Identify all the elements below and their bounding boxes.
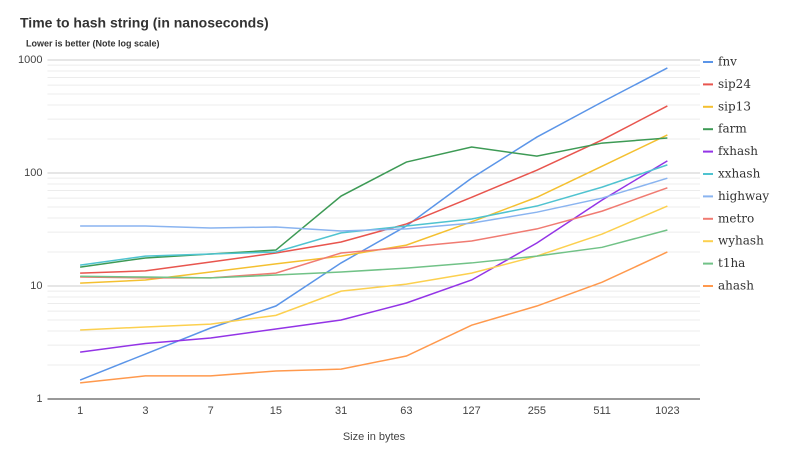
y-tick-label: 10 [30, 280, 42, 292]
x-tick-label: 15 [270, 405, 282, 417]
series-line [80, 205, 668, 331]
chart-title: Time to hash string (in nanoseconds) [20, 15, 269, 31]
legend-item: t1ha [703, 256, 745, 270]
x-tick-label: 127 [462, 405, 480, 417]
chart-subtitle: Lower is better (Note log scale) [26, 38, 160, 48]
legend-item: metro [703, 211, 754, 225]
legend-item: fxhash [703, 144, 758, 158]
series-line [80, 177, 668, 232]
x-tick-label: 3 [142, 405, 148, 417]
series-line [80, 229, 668, 279]
legend-label: metro [718, 211, 754, 225]
legend-label: xxhash [718, 167, 761, 181]
legend-label: sip24 [718, 77, 751, 91]
series-line [80, 137, 668, 268]
y-tick-label: 1000 [18, 54, 42, 66]
legend-item: sip13 [703, 99, 751, 113]
y-tick-label: 1 [36, 393, 42, 405]
legend-label: farm [718, 122, 747, 136]
legend-label: wyhash [718, 234, 764, 248]
series-line [80, 160, 668, 353]
legend-label: fxhash [718, 144, 758, 158]
legend-item: farm [703, 122, 747, 136]
legend-item: highway [703, 189, 769, 203]
legend-label: highway [718, 189, 769, 203]
legend-label: t1ha [718, 256, 745, 270]
x-tick-label: 1 [77, 405, 83, 417]
legend-label: fnv [718, 55, 737, 69]
legend-label: sip13 [718, 99, 751, 113]
x-axis-label: Size in bytes [343, 431, 406, 443]
series-line [80, 134, 668, 284]
legend-item: xxhash [703, 167, 761, 181]
legend-item: wyhash [703, 234, 764, 248]
x-tick-label: 511 [593, 405, 611, 417]
legend-item: fnv [703, 55, 737, 69]
x-tick-label: 1023 [655, 405, 679, 417]
legend-label: ahash [718, 279, 754, 293]
series-line [80, 105, 668, 274]
legend-item: ahash [703, 279, 754, 293]
x-tick-label: 255 [528, 405, 546, 417]
y-tick-label: 100 [24, 167, 42, 179]
legend-item: sip24 [703, 77, 751, 91]
x-tick-label: 7 [208, 405, 214, 417]
series-line [79, 67, 668, 381]
x-tick-label: 31 [335, 405, 347, 417]
x-tick-label: 63 [400, 405, 412, 417]
series-line [80, 251, 668, 384]
